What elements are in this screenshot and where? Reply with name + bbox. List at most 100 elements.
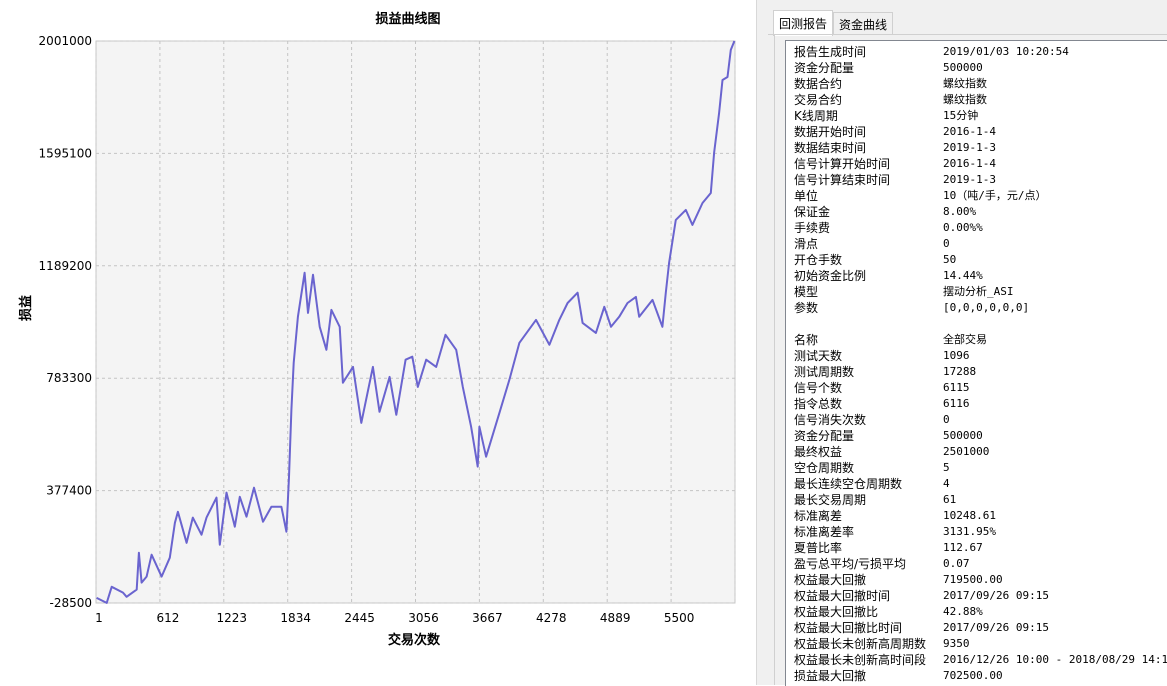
chart-title: 损益曲线图 xyxy=(375,11,440,27)
report-row-value: 2017/09/26 09:15 xyxy=(943,589,1049,602)
report-row-value: 2019-1-3 xyxy=(943,141,996,154)
x-tick-label: 5500 xyxy=(664,611,695,625)
report-row-value: 0.07 xyxy=(943,557,970,570)
report-row-label: 滑点 xyxy=(794,237,819,251)
report-row-label: 盈亏总平均/亏损平均 xyxy=(794,557,907,571)
report-row-value: 5 xyxy=(943,461,950,474)
report-row-value: 61 xyxy=(943,493,957,506)
x-tick-label: 4278 xyxy=(536,611,567,625)
tab-equity-curve[interactable]: 资金曲线 xyxy=(833,12,894,35)
report-row-label: 权益最长未创新高时间段 xyxy=(794,653,927,667)
report-row-value: 摆动分析_ASI xyxy=(943,285,1014,298)
report-row-label: 最终权益 xyxy=(794,445,843,459)
report-row-value: 6115 xyxy=(943,381,970,394)
report-row-label: 最长交易周期 xyxy=(794,493,867,507)
report-row-label: 标准离差 xyxy=(794,509,843,523)
report-row-value: 2501000 xyxy=(943,445,990,458)
report-row-label: 开仓手数 xyxy=(794,253,843,267)
report-row-value: 719500.00 xyxy=(943,573,1003,586)
report-row-value: 112.67 xyxy=(943,541,983,554)
report-row-label: 权益最大回撤时间 xyxy=(794,589,891,603)
report-row-label: 单位 xyxy=(794,189,819,203)
report-panel: 回测报告 资金曲线 报告生成时间 2019/01/03 10:20:54 资金分配量… xyxy=(768,0,1167,686)
report-row-label: 指令总数 xyxy=(794,397,843,411)
x-tick-label: 3056 xyxy=(408,611,439,625)
y-tick-label: 1595100 xyxy=(39,146,92,160)
report-row-label: 测试周期数 xyxy=(794,365,855,379)
report-row-label: 数据结束时间 xyxy=(794,141,867,155)
report-row-value: 全部交易 xyxy=(943,333,987,346)
report-row-value: 2016-1-4 xyxy=(943,157,996,170)
y-tick-label: -28500 xyxy=(49,596,92,610)
report-row-value: 0.00%% xyxy=(943,221,983,234)
report-row-label: 信号计算结束时间 xyxy=(794,173,891,187)
report-row-label: 损益最大回撤 xyxy=(794,669,867,683)
report-row-value: 0 xyxy=(943,237,950,250)
panel-border xyxy=(774,35,775,685)
report-row-value: 2017/09/26 09:15 xyxy=(943,621,1049,634)
report-row-label: 手续费 xyxy=(794,221,831,235)
report-row-label: 权益最长未创新高周期数 xyxy=(794,637,927,651)
report-row-label: 权益最大回撤比时间 xyxy=(794,621,903,635)
report-row-label: 夏普比率 xyxy=(794,541,843,555)
report-row-value: 42.88% xyxy=(943,605,983,618)
report-row-value: 3131.95% xyxy=(943,525,996,538)
report-row-label: 标准离差率 xyxy=(794,525,855,539)
report-row-label: 信号计算开始时间 xyxy=(794,157,891,171)
report-row-label: 保证金 xyxy=(794,205,831,219)
report-row-label: 初始资金比例 xyxy=(794,269,867,283)
report-row-value: 6116 xyxy=(943,397,970,410)
report-row-value: 螺纹指数 xyxy=(943,77,987,90)
y-tick-label: 783300 xyxy=(46,371,92,385)
report-row-value: 9350 xyxy=(943,637,970,650)
y-tick-label: 1189200 xyxy=(39,259,92,273)
y-tick-label: 377400 xyxy=(46,484,92,498)
report-row-label: K线周期 xyxy=(794,109,838,123)
report-row-value: 500000 xyxy=(943,61,983,74)
x-axis-label: 交易次数 xyxy=(388,632,441,648)
report-row-label: 交易合约 xyxy=(794,93,843,107)
report-row-label: 信号消失次数 xyxy=(794,413,867,427)
report-row-label: 权益最大回撤比 xyxy=(794,605,879,619)
report-row-value: 8.00% xyxy=(943,205,977,218)
report-row-label: 资金分配量 xyxy=(794,429,855,443)
report-row-label: 最长连续空仓周期数 xyxy=(794,477,903,491)
report-row-value: 15分钟 xyxy=(943,109,979,122)
report-row-label: 数据合约 xyxy=(794,77,843,91)
tab-backtest-report[interactable]: 回测报告 xyxy=(773,10,834,36)
report-row-label: 权益最大回撤 xyxy=(794,573,867,587)
report-row-value: 2016/12/26 10:00 - 2018/08/29 14:15 xyxy=(943,653,1167,666)
report-row-value: 500000 xyxy=(943,429,983,442)
x-tick-label: 612 xyxy=(156,611,179,625)
report-row-value: [0,0,0,0,0,0] xyxy=(943,301,1030,314)
report-row-value: 14.44% xyxy=(943,269,983,282)
report-row-value: 螺纹指数 xyxy=(943,93,987,106)
y-tick-label: 2001000 xyxy=(39,34,92,48)
x-tick-label: 3667 xyxy=(472,611,503,625)
equity-chart: 200100015951001189200783300377400-285001… xyxy=(18,11,736,648)
report-row-label: 测试天数 xyxy=(794,349,843,363)
report-row-label: 名称 xyxy=(794,333,819,347)
x-tick-label: 1 xyxy=(95,611,103,625)
report-row-label: 数据开始时间 xyxy=(794,125,867,139)
report-row-label: 模型 xyxy=(794,285,819,299)
y-axis-label: 损益 xyxy=(18,295,34,321)
report-row-label: 参数 xyxy=(794,301,819,315)
report-row-label: 信号个数 xyxy=(794,381,843,395)
x-tick-label: 2445 xyxy=(344,611,375,625)
report-row-value: 10（吨/手，元/点） xyxy=(943,189,1047,202)
panel-splitter[interactable] xyxy=(756,0,769,685)
report-row-value: 2019-1-3 xyxy=(943,173,996,186)
report-row-value: 2019/01/03 10:20:54 xyxy=(943,45,1069,58)
report-row-label: 报告生成时间 xyxy=(794,45,867,59)
report-tabs: 回测报告 资金曲线 xyxy=(773,10,894,36)
x-tick-label: 1223 xyxy=(217,611,248,625)
x-tick-label: 1834 xyxy=(280,611,311,625)
report-row-value: 4 xyxy=(943,477,950,490)
report-list: 报告生成时间 2019/01/03 10:20:54 资金分配量 500000 数据合约… xyxy=(785,40,1167,686)
tab-divider xyxy=(768,34,1167,35)
report-row-value: 17288 xyxy=(943,365,977,378)
equity-chart-panel: 2001000 1595100 1189200 783300 377400 -28500 1… xyxy=(18,11,736,648)
report-row-value: 10248.61 xyxy=(943,509,996,522)
report-row-label: 空仓周期数 xyxy=(794,461,855,475)
